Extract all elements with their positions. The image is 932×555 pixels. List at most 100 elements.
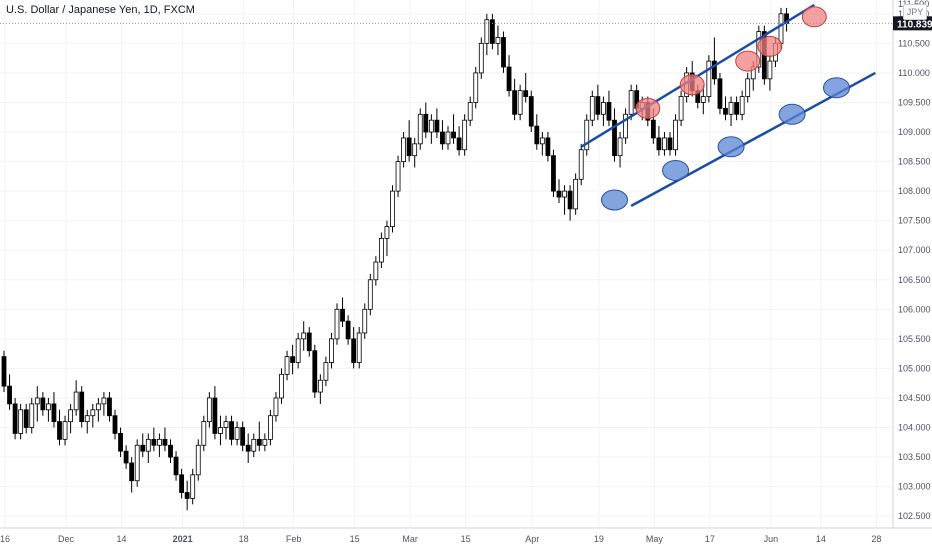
time-axis[interactable]: 16 Dec 14 2021 18 Feb 15 Mar 15 Apr 19 May 17 Jun 14 28 <box>0 527 932 544</box>
candle <box>7 374 12 410</box>
candle <box>251 433 257 458</box>
candle <box>57 409 62 446</box>
candle-body-bear <box>423 113 429 133</box>
candle <box>556 179 562 203</box>
candle <box>184 480 190 511</box>
price-tick-label: 109.500 <box>898 97 931 107</box>
candle-body-bull <box>206 397 212 423</box>
candle <box>601 96 606 127</box>
price-tick-label: 103.000 <box>898 482 931 492</box>
candle-body-bear <box>162 438 168 446</box>
candle-body-bear <box>489 19 495 44</box>
candle <box>506 55 512 97</box>
price-axis[interactable]: 102.500 103.000 103.500 104.000 104.500 105.0… <box>892 0 932 528</box>
candle <box>179 468 185 499</box>
candle <box>606 90 612 127</box>
support-touch-marker[interactable] <box>662 159 690 181</box>
candle <box>745 72 751 103</box>
date-tick-label: 16 <box>0 534 10 544</box>
candle <box>517 84 523 121</box>
candle <box>495 25 501 56</box>
candle-body-bull <box>484 19 490 44</box>
resistance-touch-marker[interactable] <box>801 6 827 28</box>
candle-body-bull <box>90 409 96 417</box>
candle-body-bear <box>12 403 18 434</box>
support-touch-marker[interactable] <box>601 189 628 211</box>
candle <box>262 433 268 452</box>
candle <box>373 256 379 286</box>
candle-body-bull <box>417 113 423 145</box>
date-tick-label: 14 <box>117 534 127 544</box>
candle-body-bull <box>362 308 368 334</box>
candle <box>656 126 662 156</box>
candle <box>384 220 390 257</box>
price-tick-label: 108.500 <box>898 157 931 167</box>
candle <box>79 386 85 428</box>
candle-body-bear <box>140 444 146 452</box>
candle <box>190 468 196 505</box>
price-tick-label: 104.000 <box>898 423 931 433</box>
candle-body-bull <box>195 444 201 476</box>
price-tick-label: 104.500 <box>898 393 931 403</box>
price-tick-label: 105.500 <box>898 334 931 344</box>
price-tick-label: 110.500 <box>898 38 930 48</box>
resistance-touch-marker[interactable] <box>735 50 761 72</box>
candle <box>245 433 251 463</box>
candle <box>528 90 534 133</box>
candle-body-bear <box>440 131 445 145</box>
candle <box>489 13 495 50</box>
candle <box>617 132 623 168</box>
candle-body-bull <box>234 427 240 440</box>
price-tick-label: 102.500 <box>898 511 931 521</box>
candle <box>712 37 717 85</box>
resistance-touch-marker[interactable] <box>679 74 705 96</box>
candle-body-bull <box>778 13 784 44</box>
candle <box>129 457 135 493</box>
candle-body-bear <box>245 444 251 452</box>
candle <box>46 397 51 422</box>
candle-body-bear <box>406 137 412 157</box>
candle <box>40 392 46 416</box>
candle <box>567 185 573 221</box>
candle <box>279 368 284 404</box>
resistance-touch-marker[interactable] <box>635 97 661 119</box>
candle-body-bull <box>267 415 273 440</box>
support-touch-marker[interactable] <box>823 77 850 99</box>
candle-body-bull <box>401 137 407 162</box>
candle <box>356 327 362 369</box>
candle-body-bear <box>118 433 123 452</box>
candle <box>273 392 279 422</box>
candle <box>700 84 706 115</box>
candle-body-bull <box>373 261 379 281</box>
candle-body-bull <box>223 421 229 428</box>
candle-body-bear <box>351 338 357 363</box>
candle <box>445 126 451 150</box>
candle-body-bear <box>506 66 512 92</box>
currency-badge[interactable]: JPY <box>903 4 927 20</box>
candle <box>456 126 462 156</box>
candle-body-bull <box>562 190 567 198</box>
candle-body-bear <box>306 332 312 352</box>
candle-body-bear <box>650 119 656 139</box>
candle-body-bull <box>390 190 395 227</box>
price-tick-label: 108.000 <box>898 186 931 196</box>
date-tick-label: Jun <box>764 534 779 544</box>
candle <box>329 332 334 369</box>
candle <box>573 173 579 215</box>
candle <box>589 90 595 127</box>
marker-layer[interactable] <box>601 6 850 211</box>
support-touch-marker[interactable] <box>717 136 745 158</box>
candle <box>562 185 567 215</box>
candle <box>68 403 73 434</box>
candle <box>134 439 140 487</box>
candle <box>406 120 412 162</box>
candle-body-bull <box>68 409 73 423</box>
resistance-touch-marker[interactable] <box>757 35 783 57</box>
candle <box>23 403 29 434</box>
support-touch-marker[interactable] <box>778 103 806 125</box>
price-tick-label: 106.000 <box>898 304 931 314</box>
candle-body-bear <box>290 356 296 363</box>
candle <box>417 108 423 150</box>
